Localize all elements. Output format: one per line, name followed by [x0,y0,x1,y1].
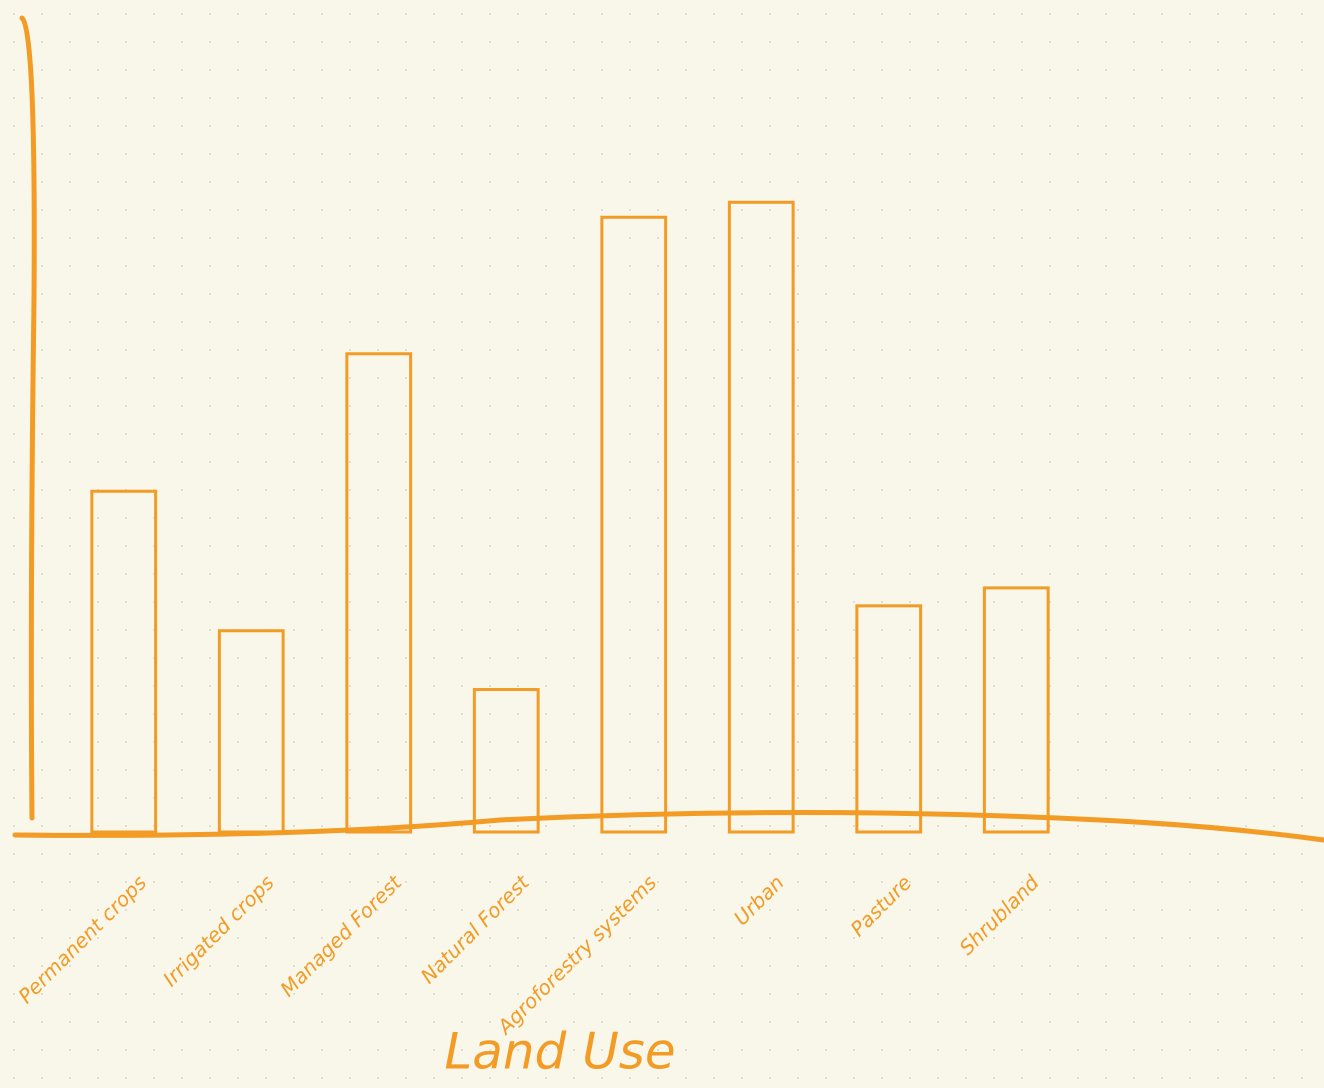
bar [345,352,413,834]
bar [855,604,923,834]
bar [90,489,158,834]
x-axis-label: Land Use [444,1023,675,1081]
y-axis [19,15,37,821]
bar [727,200,795,834]
bar [982,586,1050,834]
bar [217,629,285,834]
bar [472,688,540,834]
bar [600,215,668,834]
